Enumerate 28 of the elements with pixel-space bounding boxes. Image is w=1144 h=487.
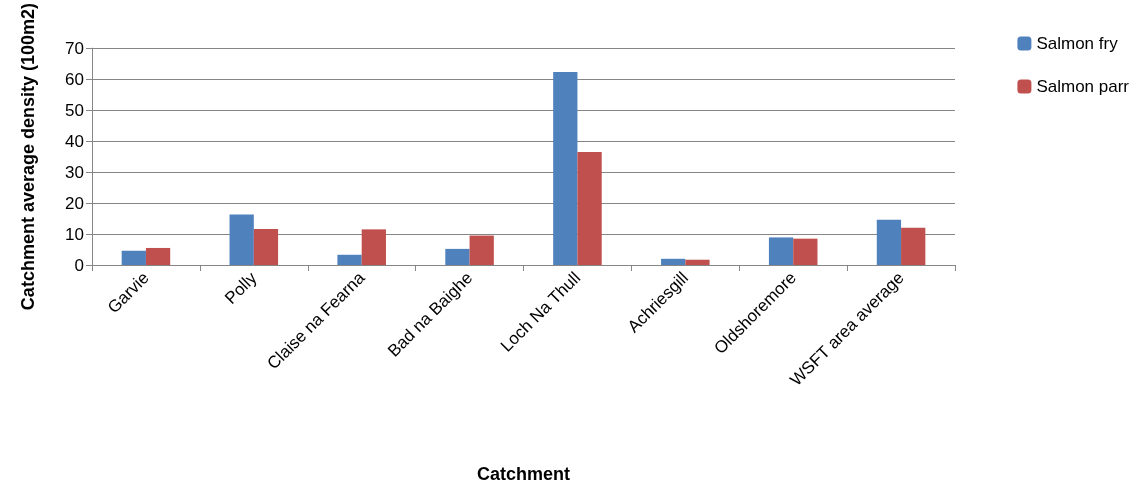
bar bbox=[768, 237, 794, 265]
y-tick-label: 0 bbox=[74, 255, 84, 275]
legend-label: Salmon fry bbox=[1036, 34, 1119, 53]
y-tick-label: 10 bbox=[65, 224, 84, 244]
x-axis-title: Catchment bbox=[476, 464, 571, 484]
y-tick-label: 30 bbox=[65, 162, 84, 182]
bar bbox=[469, 235, 494, 265]
bar bbox=[577, 151, 602, 265]
bar bbox=[445, 248, 470, 265]
bar bbox=[793, 238, 818, 265]
bar bbox=[145, 247, 171, 265]
bar bbox=[685, 259, 710, 265]
legend-label: Salmon parr bbox=[1036, 77, 1130, 96]
y-tick-label: 20 bbox=[65, 193, 84, 213]
bar bbox=[337, 254, 362, 265]
bar bbox=[253, 229, 279, 265]
bar bbox=[553, 71, 578, 265]
y-tick-label: 70 bbox=[65, 38, 84, 58]
y-tick-label: 40 bbox=[65, 131, 84, 151]
y-tick-label: 50 bbox=[65, 100, 84, 120]
bar bbox=[901, 227, 926, 265]
bar bbox=[361, 229, 386, 265]
bar bbox=[661, 258, 686, 265]
bar bbox=[121, 250, 146, 265]
bar bbox=[229, 214, 254, 265]
bar bbox=[876, 219, 902, 265]
y-axis-title: Catchment average density (100m2) bbox=[18, 2, 38, 311]
y-tick-label: 60 bbox=[65, 69, 84, 89]
